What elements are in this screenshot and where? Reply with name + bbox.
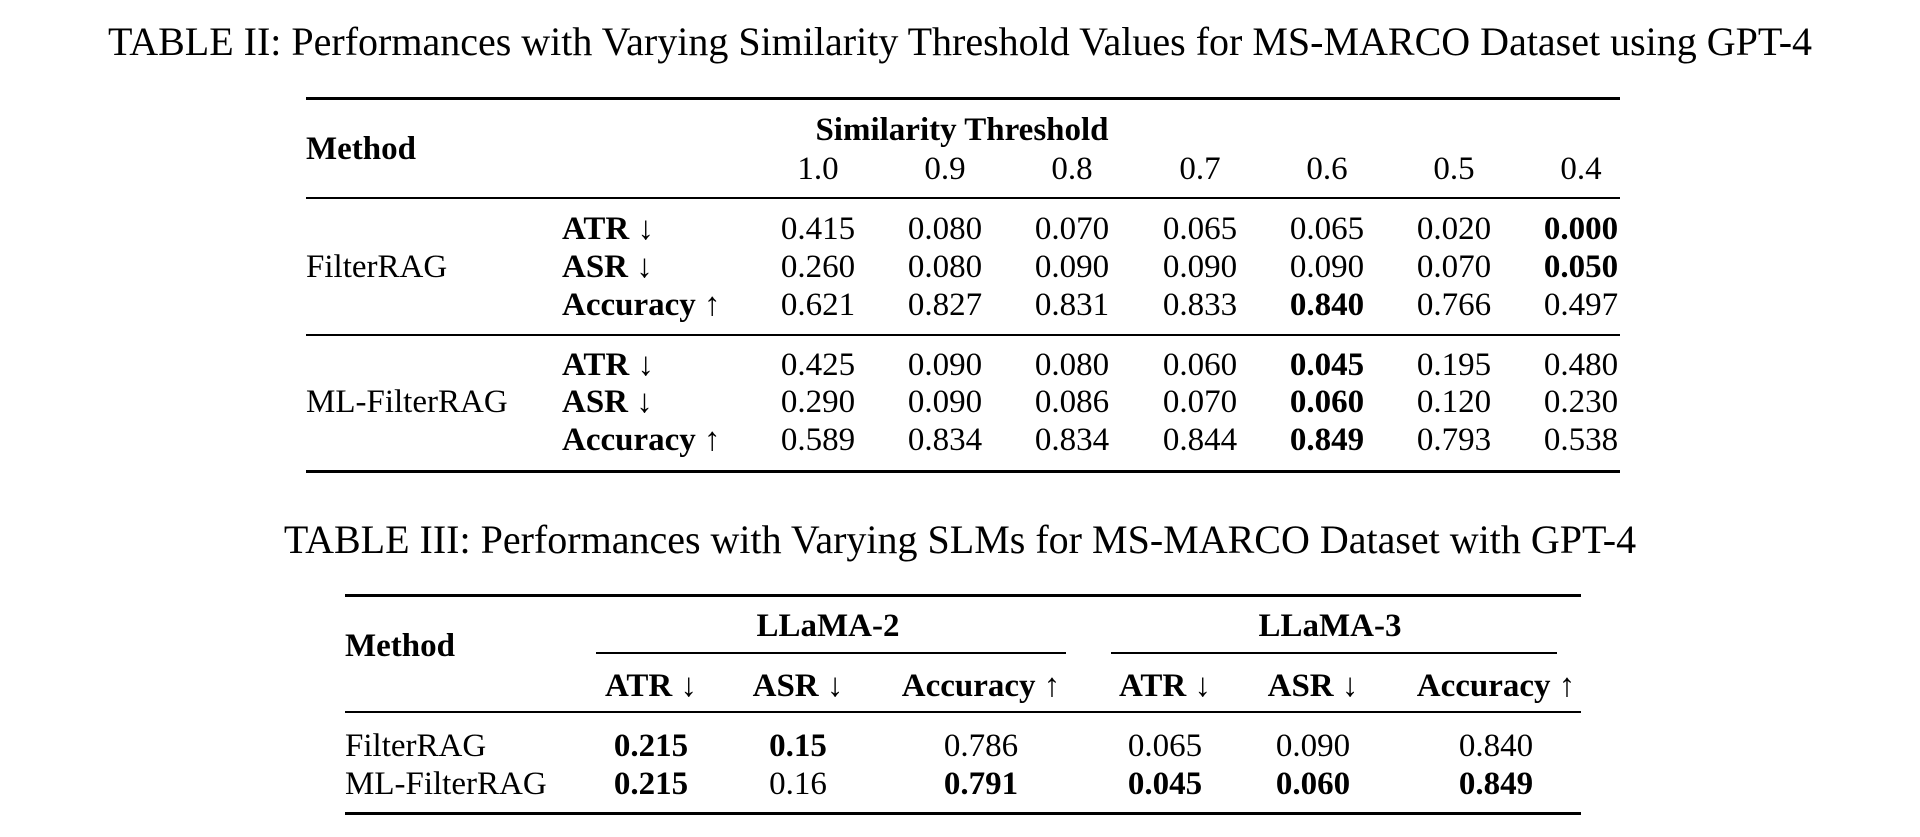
table-cell: 0.195: [1416, 347, 1492, 383]
table-cell: 0.060: [1162, 347, 1238, 383]
table-2-top-rule: [306, 97, 1620, 100]
metric-header: ASR ↓: [752, 668, 844, 704]
metric-header: ATR ↓: [605, 668, 697, 704]
table-2-group-rule: [306, 334, 1620, 336]
table-cell: 0.086: [1034, 384, 1110, 420]
metric-label: ATR ↓: [562, 347, 654, 383]
table-cell: 0.065: [1289, 211, 1365, 247]
table-cell: 0.791: [943, 766, 1019, 802]
table-3-bottom-rule: [345, 812, 1581, 815]
table-cell: 0.050: [1543, 249, 1619, 285]
table-cell: 0.786: [943, 728, 1019, 764]
table-cell: 0.090: [1289, 249, 1365, 285]
metric-label: Accuracy ↑: [562, 422, 721, 458]
model-group-header: LLaMA-3: [1258, 608, 1402, 644]
method-label: FilterRAG: [345, 728, 487, 764]
table-cell: 0.080: [1034, 347, 1110, 383]
table-3-header-rule: [345, 711, 1581, 713]
method-label: ML-FilterRAG: [345, 766, 547, 802]
table-cell: 0.415: [780, 211, 856, 247]
table-cell: 0.000: [1543, 211, 1619, 247]
model-group-rule: [596, 652, 1066, 654]
table-cell: 0.844: [1162, 422, 1238, 458]
table-cell: 0.15: [769, 728, 827, 764]
table-cell: 0.080: [907, 249, 983, 285]
table-cell: 0.538: [1543, 422, 1619, 458]
table-cell: 0.070: [1162, 384, 1238, 420]
model-group-rule: [1111, 652, 1557, 654]
table-cell: 0.480: [1543, 347, 1619, 383]
model-group-header: LLaMA-2: [756, 608, 900, 644]
metric-header: ATR ↓: [1119, 668, 1211, 704]
table-cell: 0.827: [907, 287, 983, 323]
table-cell: 0.425: [780, 347, 856, 383]
table-2-header-rule: [306, 197, 1620, 199]
table-cell: 0.060: [1275, 766, 1351, 802]
table-cell: 0.849: [1289, 422, 1365, 458]
table-cell: 0.793: [1416, 422, 1492, 458]
table-cell: 0.215: [613, 766, 689, 802]
table-cell: 0.060: [1289, 384, 1365, 420]
table-cell: 0.120: [1416, 384, 1492, 420]
table-2-caption: TABLE II: Performances with Varying Simi…: [107, 19, 1813, 64]
metric-header: Accuracy ↑: [901, 668, 1061, 704]
table-cell: 0.090: [907, 347, 983, 383]
table-cell: 0.831: [1034, 287, 1110, 323]
table-cell: 0.090: [907, 384, 983, 420]
table-cell: 0.020: [1416, 211, 1492, 247]
threshold-header: 1.0: [797, 151, 839, 187]
table-cell: 0.833: [1162, 287, 1238, 323]
table-cell: 0.621: [780, 287, 856, 323]
table-cell: 0.065: [1127, 728, 1203, 764]
threshold-header: 0.4: [1560, 151, 1602, 187]
table-cell: 0.090: [1162, 249, 1238, 285]
table-cell: 0.080: [907, 211, 983, 247]
table-2-group-header: Similarity Threshold: [815, 112, 1109, 148]
table-2-bottom-rule: [306, 470, 1620, 473]
table-cell: 0.230: [1543, 384, 1619, 420]
metric-label: ASR ↓: [562, 384, 653, 420]
table-3-caption: TABLE III: Performances with Varying SLM…: [283, 517, 1637, 562]
method-label: FilterRAG: [306, 249, 448, 285]
table-cell: 0.065: [1162, 211, 1238, 247]
table-3-top-rule: [345, 594, 1581, 597]
table-cell: 0.497: [1543, 287, 1619, 323]
metric-label: ATR ↓: [562, 211, 654, 247]
method-label: ML-FilterRAG: [306, 384, 508, 420]
table-cell: 0.090: [1275, 728, 1351, 764]
table-cell: 0.260: [780, 249, 856, 285]
table-cell: 0.070: [1416, 249, 1492, 285]
metric-label: ASR ↓: [562, 249, 653, 285]
table-cell: 0.070: [1034, 211, 1110, 247]
table-cell: 0.215: [613, 728, 689, 764]
table-cell: 0.090: [1034, 249, 1110, 285]
table-cell: 0.589: [780, 422, 856, 458]
threshold-header: 0.9: [924, 151, 966, 187]
threshold-header: 0.8: [1051, 151, 1093, 187]
table-cell: 0.045: [1127, 766, 1203, 802]
metric-label: Accuracy ↑: [562, 287, 721, 323]
table-2-method-header: Method: [306, 131, 416, 167]
table-cell: 0.834: [907, 422, 983, 458]
threshold-header: 0.6: [1306, 151, 1348, 187]
table-cell: 0.834: [1034, 422, 1110, 458]
table-cell: 0.16: [769, 766, 827, 802]
table-cell: 0.290: [780, 384, 856, 420]
table-cell: 0.849: [1458, 766, 1534, 802]
table-3-method-header: Method: [345, 628, 455, 664]
table-cell: 0.840: [1458, 728, 1534, 764]
table-cell: 0.766: [1416, 287, 1492, 323]
metric-header: ASR ↓: [1267, 668, 1359, 704]
metric-header: Accuracy ↑: [1416, 668, 1576, 704]
table-cell: 0.045: [1289, 347, 1365, 383]
threshold-header: 0.7: [1179, 151, 1221, 187]
table-cell: 0.840: [1289, 287, 1365, 323]
threshold-header: 0.5: [1433, 151, 1475, 187]
